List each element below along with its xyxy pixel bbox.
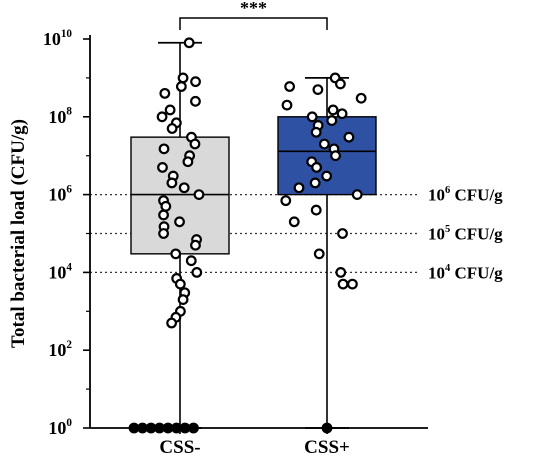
data-point-CSS+-29	[337, 278, 349, 290]
data-point-CSS+-26	[313, 248, 325, 260]
data-point-CSS--25	[158, 228, 169, 239]
data-point-CSS+-22	[280, 195, 292, 207]
y-tick-label-4: 104	[48, 261, 72, 282]
data-point-CSS--1	[177, 72, 189, 84]
y-tick-label-0-exponent: 0	[66, 417, 72, 429]
significance-label: ***	[240, 0, 267, 18]
y-tick-label-10-base: 10	[43, 29, 61, 49]
y-tick-label-2-base: 10	[48, 340, 66, 360]
reference-label-4-exponent: 4	[445, 263, 451, 274]
y-tick-label-8-exponent: 8	[66, 106, 72, 118]
reference-label-6: 106 CFU/g	[428, 185, 503, 205]
reference-label-4-unit: CFU/g	[450, 263, 503, 282]
data-point-CSS--29	[185, 255, 197, 267]
data-point-CSS+-20	[293, 182, 305, 194]
data-point-CSS--32	[174, 278, 186, 290]
reference-label-4-base: 10	[428, 263, 445, 282]
data-point-CSS--14	[182, 156, 194, 168]
data-point-CSS--37	[166, 317, 178, 329]
y-tick-label-6-exponent: 6	[66, 184, 72, 196]
x-category-label-CSS+: CSS+	[304, 437, 350, 458]
data-point-CSS+-21	[351, 189, 363, 201]
reference-label-5-base: 10	[428, 225, 445, 244]
data-point-CSS+-19	[309, 177, 321, 189]
data-point-CSS+-7	[336, 108, 348, 120]
points-layer	[128, 37, 367, 434]
data-point-CSS+-1	[334, 78, 346, 90]
data-point-CSS+-9	[326, 115, 338, 126]
data-point-CSS--5	[190, 95, 201, 107]
significance-bracket	[179, 17, 328, 30]
data-point-CSS+-3	[312, 84, 324, 96]
data-point-CSS+-13	[318, 138, 330, 150]
data-point-CSS--0	[183, 37, 195, 49]
box-CSS-	[130, 136, 230, 255]
data-point-CSS--18	[178, 182, 190, 194]
data-point-CSS+-5	[281, 99, 293, 111]
reference-label-5-exponent: 5	[445, 224, 450, 235]
data-point-CSS+-17	[311, 162, 322, 173]
data-point-CSS--12	[158, 143, 170, 155]
reference-label-5-unit: CFU/g	[450, 225, 503, 244]
data-point-CSS+-2	[284, 81, 296, 92]
y-tick-label-8-base: 10	[48, 107, 66, 127]
box-CSS+	[277, 116, 377, 196]
y-tick-label-4-base: 10	[48, 262, 66, 282]
data-point-CSS--22	[158, 209, 169, 221]
data-point-CSS--34	[177, 294, 189, 305]
reference-label-6-unit: CFU/g	[450, 186, 503, 205]
reference-label-4: 104 CFU/g	[428, 263, 503, 283]
data-point-CSS+-12	[343, 131, 355, 143]
data-point-CSS+-28	[347, 278, 358, 290]
data-point-CSS--4	[159, 87, 171, 99]
data-point-CSS+-6	[327, 104, 339, 116]
data-point-CSS--23	[174, 216, 185, 228]
axes-layer	[83, 17, 428, 434]
reference-label-6-base: 10	[428, 186, 445, 205]
data-point-CSS--28	[170, 248, 182, 260]
data-point-CSS--6	[164, 104, 176, 116]
data-point-CSS--19	[193, 189, 205, 201]
data-point-CSS+-4	[355, 92, 367, 104]
data-point-CSS--7	[156, 111, 168, 123]
data-point-CSS--15	[157, 162, 168, 173]
y-axis-label: Total bacterial load (CFU/g)	[8, 119, 29, 348]
data-point-CSS--9	[166, 123, 178, 134]
y-tick-label-10-exponent: 10	[61, 28, 73, 40]
data-point-CSS--2	[190, 76, 201, 88]
data-point-CSS+-8	[306, 111, 318, 123]
reference-label-6-exponent: 6	[445, 185, 450, 196]
data-point-CSS+-24	[288, 216, 300, 228]
x-category-label-CSS-: CSS-	[159, 437, 200, 458]
y-tick-label-6: 106	[48, 184, 72, 205]
y-tick-label-2-exponent: 2	[66, 339, 72, 351]
boxes-layer	[130, 41, 377, 429]
data-point-CSS+-11	[310, 126, 322, 138]
y-tick-label-6-base: 10	[48, 185, 66, 205]
y-tick-label-0-base: 10	[48, 418, 66, 438]
y-tick-label-10: 1010	[43, 28, 73, 49]
data-point-CSS+-25	[337, 228, 348, 239]
y-tick-label-8: 108	[48, 106, 72, 127]
data-point-CSS--17	[166, 177, 178, 189]
y-tick-label-0: 100	[48, 417, 72, 438]
data-point-CSS--30	[191, 267, 203, 278]
y-tick-label-4-exponent: 4	[66, 261, 72, 273]
data-point-CSS--21	[160, 200, 172, 212]
data-point-CSS--27	[190, 239, 201, 251]
data-point-CSS+-15	[330, 150, 341, 162]
data-point-CSS--3	[175, 81, 187, 92]
data-point-CSS+-18	[321, 170, 333, 182]
data-point-CSS--11	[189, 138, 201, 150]
y-tick-label-2: 102	[48, 339, 72, 360]
data-point-CSS+-23	[310, 204, 322, 216]
data-point-CSS+-27	[335, 267, 347, 278]
reference-label-5: 105 CFU/g	[428, 224, 503, 244]
